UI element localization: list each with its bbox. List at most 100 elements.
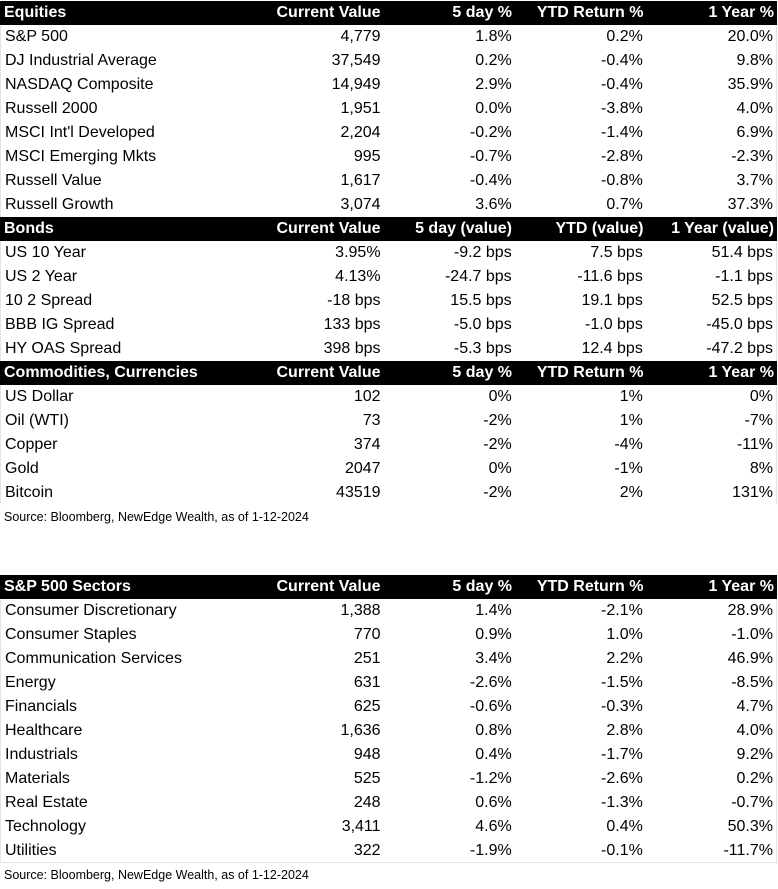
cell-3: 0.2%: [606, 28, 643, 45]
cell-1: 3,411: [341, 818, 381, 835]
cell-0: Oil (WTI): [5, 412, 69, 429]
cell-1: 251: [353, 650, 381, 667]
cell-1: 248: [353, 794, 381, 811]
table-row: MSCI Emerging Mkts 995 -0.7% -2.8% -2.3%: [0, 145, 777, 169]
header-cell-2: 5 day %: [452, 578, 513, 595]
cell-0: Financials: [5, 698, 78, 715]
cell-4: 131%: [732, 484, 773, 501]
table-row: NASDAQ Composite 14,949 2.9% -0.4% 35.9%: [0, 73, 777, 97]
table-row: Healthcare 1,636 0.8% 2.8% 4.0%: [0, 719, 777, 743]
cell-1: 322: [353, 841, 381, 859]
cell-4: -45.0 bps: [706, 316, 773, 333]
cell-0: Russell Growth: [5, 196, 114, 213]
cell-0: Consumer Staples: [5, 626, 137, 643]
cell-2: 15.5 bps: [450, 292, 512, 309]
cell-4: 4.0%: [736, 100, 773, 117]
source-note: Source: Bloomberg, NewEdge Wealth, as of…: [4, 510, 309, 524]
section-header-commodities-currencies: Commodities, Currencies Current Value 5 da…: [0, 361, 777, 385]
cell-0: Russell Value: [5, 172, 102, 189]
header-cell-2: 5 day %: [452, 4, 513, 21]
cell-0: US 10 Year: [5, 244, 86, 261]
cell-2: 3.4%: [475, 650, 512, 667]
table-row: Materials 525 -1.2% -2.6% 0.2%: [0, 767, 777, 791]
cell-0: BBB IG Spread: [5, 316, 115, 333]
cell-4: 52.5 bps: [711, 292, 773, 309]
table-row: Industrials 948 0.4% -1.7% 9.2%: [0, 743, 777, 767]
cell-2: 1.4%: [475, 602, 512, 619]
table-row: Communication Services 251 3.4% 2.2% 46.9%: [0, 647, 777, 671]
header-cell-0: Equities: [4, 4, 67, 21]
cell-3: -1.4%: [601, 124, 643, 141]
cell-3: -1.7%: [601, 746, 643, 763]
cell-4: 35.9%: [727, 76, 773, 93]
header-cell-4: 1 Year %: [708, 578, 774, 595]
table-row: US Dollar 102 0% 1% 0%: [0, 385, 777, 409]
cell-4: 3.7%: [736, 172, 773, 189]
cell-2: -2.6%: [469, 674, 512, 691]
section-header-equities: Equities Current Value 5 day % YTD Return %…: [0, 1, 777, 25]
cell-1: 37,549: [331, 52, 381, 69]
cell-2: 2.9%: [475, 76, 512, 93]
table-row: Gold 2047 0% -1% 8%: [0, 457, 777, 481]
cell-1: 374: [353, 436, 381, 453]
cell-3: 2%: [619, 484, 643, 501]
cell-2: -1.9%: [469, 841, 512, 859]
cell-0: Materials: [5, 770, 70, 787]
header-cell-2: 5 day (value): [415, 220, 513, 237]
cell-4: 6.9%: [736, 124, 773, 141]
cell-1: 398 bps: [323, 340, 381, 357]
header-cell-3: YTD (value): [555, 220, 644, 237]
cell-2: -0.6%: [469, 698, 512, 715]
cell-1: 995: [353, 148, 381, 165]
cell-2: 0.8%: [475, 722, 512, 739]
cell-4: -1.0%: [731, 626, 773, 643]
cell-0: Russell 2000: [5, 100, 98, 117]
cell-3: 19.1 bps: [581, 292, 643, 309]
cell-4: -8.5%: [731, 674, 773, 691]
cell-0: HY OAS Spread: [5, 340, 122, 357]
cell-1: 1,951: [340, 100, 381, 117]
cell-3: 1%: [619, 412, 643, 429]
cell-1: 133 bps: [323, 316, 381, 333]
header-cell-1: Current Value: [276, 220, 381, 237]
cell-0: S&P 500: [5, 28, 68, 45]
cell-3: -2.8%: [601, 148, 643, 165]
cell-3: -0.4%: [601, 52, 643, 69]
cell-0: Communication Services: [5, 650, 182, 667]
table-row: Russell Growth 3,074 3.6% 0.7% 37.3%: [0, 193, 777, 217]
table-row: DJ Industrial Average 37,549 0.2% -0.4% 9.8%: [0, 49, 777, 73]
cell-0: NASDAQ Composite: [5, 76, 154, 93]
table-row: HY OAS Spread 398 bps -5.3 bps 12.4 bps -47.…: [0, 337, 777, 361]
cell-4: -7%: [744, 412, 773, 429]
cell-3: 0.7%: [606, 196, 643, 213]
cell-3: -0.1%: [601, 841, 643, 859]
table-row: Consumer Discretionary 1,388 1.4% -2.1% 28.9…: [0, 599, 777, 623]
header-cell-1: Current Value: [276, 578, 381, 595]
table-row: Bitcoin 43519 -2% 2% 131%: [0, 481, 777, 505]
cell-0: Technology: [5, 818, 86, 835]
header-cell-3: YTD Return %: [536, 364, 644, 381]
table-row: US 10 Year 3.95% -9.2 bps 7.5 bps 51.4 bps: [0, 241, 777, 265]
table-row: Utilities 322 -1.9% -0.1% -11.7%: [0, 839, 777, 863]
table-row: Russell Value 1,617 -0.4% -0.8% 3.7%: [0, 169, 777, 193]
cell-0: MSCI Int'l Developed: [5, 124, 155, 141]
cell-4: -1.1 bps: [715, 268, 773, 285]
cell-1: 14,949: [331, 76, 381, 93]
cell-4: -11.7%: [723, 841, 773, 859]
header-cell-0: Bonds: [4, 220, 54, 237]
cell-4: -2.3%: [731, 148, 773, 165]
cell-3: -4%: [614, 436, 643, 453]
header-cell-1: Current Value: [276, 364, 381, 381]
cell-2: 1.8%: [475, 28, 512, 45]
cell-0: DJ Industrial Average: [5, 52, 157, 69]
header-cell-4: 1 Year %: [708, 364, 774, 381]
table-row: Financials 625 -0.6% -0.3% 4.7%: [0, 695, 777, 719]
cell-4: 9.8%: [736, 52, 773, 69]
section-header-sp-500-sectors: S&P 500 Sectors Current Value 5 day % YTD R…: [0, 575, 777, 599]
cell-3: 12.4 bps: [581, 340, 643, 357]
source-note: Source: Bloomberg, NewEdge Wealth, as of…: [4, 868, 309, 882]
cell-2: 0.4%: [475, 746, 512, 763]
cell-3: -1.3%: [601, 794, 643, 811]
cell-2: -5.3 bps: [453, 340, 512, 357]
cell-4: 0%: [749, 388, 773, 405]
